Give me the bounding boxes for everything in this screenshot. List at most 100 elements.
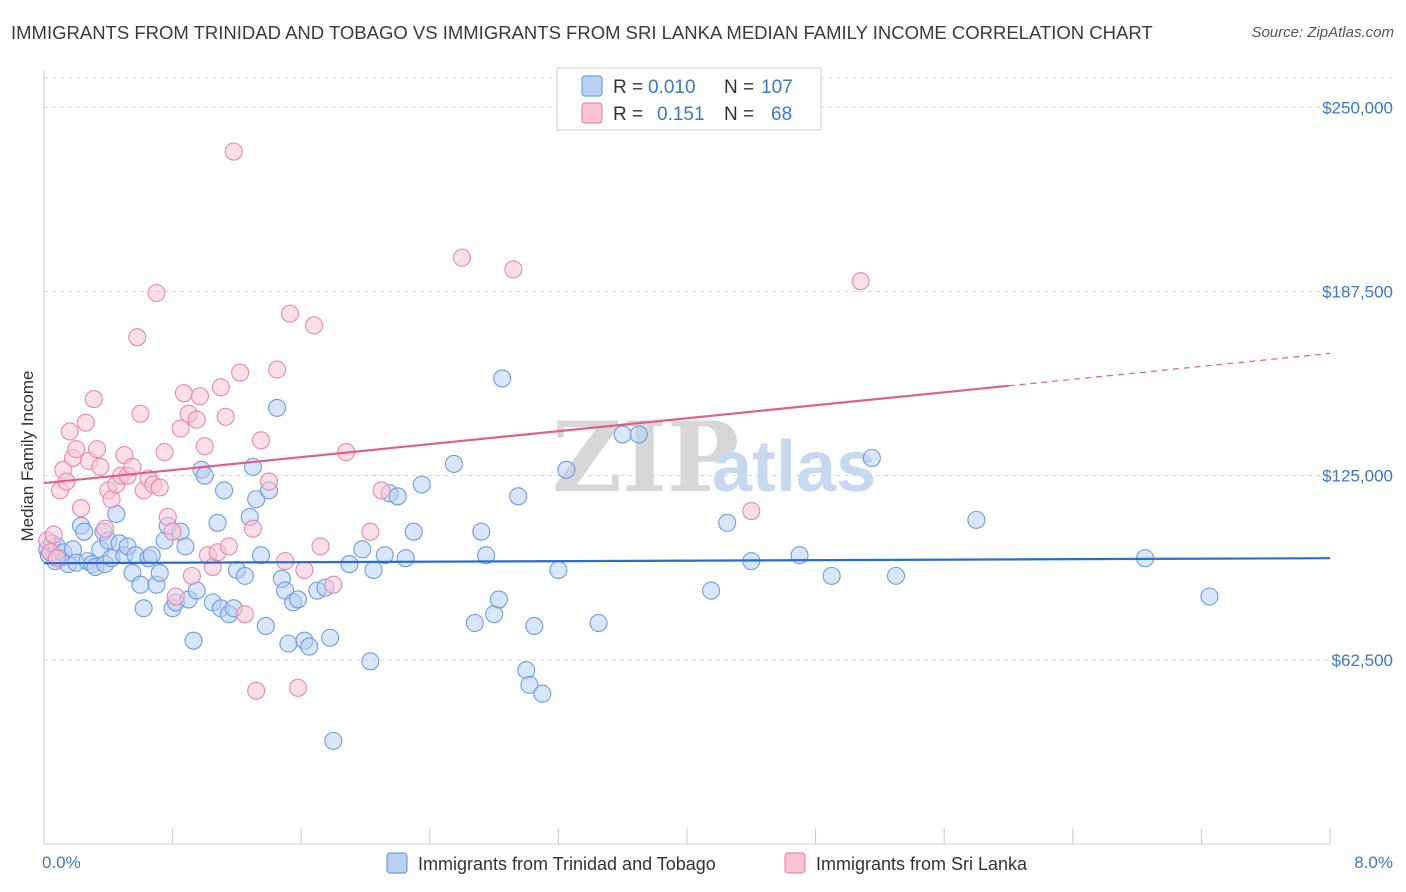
trend-line-trinidad <box>43 557 1331 565</box>
point-s1-14 <box>87 440 107 459</box>
point-s0-75 <box>388 487 407 506</box>
point-s1-23 <box>123 457 142 476</box>
point-s1-65 <box>372 481 391 500</box>
point-s1-69 <box>851 272 870 291</box>
point-s1-48 <box>224 142 243 161</box>
point-s1-47 <box>219 537 238 556</box>
legend-swatch-srilanka <box>784 852 806 874</box>
point-s0-57 <box>268 398 287 417</box>
point-s0-73 <box>375 546 394 565</box>
y-tick-label-2: $187,500 <box>1322 283 1393 302</box>
point-s0-78 <box>412 475 431 494</box>
point-s0-89 <box>533 684 552 703</box>
point-s0-11 <box>75 522 94 541</box>
point-s1-2 <box>44 525 63 544</box>
x-tick-label-1: 8.0% <box>1354 853 1393 872</box>
point-s0-102 <box>967 510 986 529</box>
point-s0-104 <box>1200 587 1219 606</box>
point-s1-15 <box>91 457 110 476</box>
stats-r-label-1: R = <box>613 77 643 98</box>
point-s1-13 <box>84 390 103 409</box>
point-s0-70 <box>353 540 372 559</box>
point-s0-29 <box>142 546 161 565</box>
point-s1-55 <box>268 360 287 379</box>
chart-title: IMMIGRANTS FROM TRINIDAD AND TOBAGO VS I… <box>11 22 1153 43</box>
watermark: ZIP atlas <box>552 401 876 514</box>
point-s1-53 <box>251 431 271 450</box>
point-s1-7 <box>60 422 79 441</box>
point-s0-50 <box>235 566 254 585</box>
point-s0-53 <box>247 490 266 509</box>
point-s0-60 <box>279 634 298 653</box>
point-s0-62 <box>288 590 308 609</box>
y-tick-label-3: $250,000 <box>1322 98 1393 117</box>
point-s0-39 <box>184 631 203 650</box>
point-s0-101 <box>886 566 906 585</box>
point-s1-58 <box>288 678 308 697</box>
point-s0-64 <box>300 637 319 656</box>
point-s1-67 <box>504 260 523 279</box>
point-s0-71 <box>361 652 380 671</box>
point-s1-49 <box>231 363 250 382</box>
point-s0-68 <box>324 731 343 750</box>
series-srilanka-points <box>38 142 870 700</box>
trend-line-srilanka <box>43 384 1009 485</box>
point-s1-54 <box>259 472 279 491</box>
point-s0-69 <box>340 555 359 574</box>
legend-label-srilanka: Immigrants from Sri Lanka <box>816 854 1028 874</box>
point-s1-40 <box>190 387 209 406</box>
point-s1-51 <box>243 519 263 538</box>
point-s1-60 <box>305 316 324 335</box>
y-axis-label: Median Family Income <box>18 370 37 541</box>
source-credit: Source: ZipAtlas.com <box>1251 24 1394 41</box>
stats-box: R = 0.010 N = 107 R = 0.151 N = 68 <box>556 67 822 131</box>
point-s1-38 <box>182 566 201 585</box>
point-s0-82 <box>477 546 496 565</box>
point-s1-36 <box>174 384 193 403</box>
point-s0-87 <box>520 675 539 694</box>
stats-r-value-2: 0.151 <box>657 104 705 125</box>
point-s0-55 <box>256 616 275 636</box>
point-s0-93 <box>613 425 632 444</box>
x-tick-label-0: 0.0% <box>42 853 81 872</box>
point-s1-25 <box>131 404 150 423</box>
point-s0-81 <box>472 522 491 541</box>
trend-line-srilanka-extension <box>1008 352 1331 387</box>
point-s0-85 <box>509 487 528 506</box>
stats-n-value-2: 68 <box>771 104 792 125</box>
point-s1-66 <box>452 248 472 267</box>
point-s1-41 <box>195 437 214 456</box>
point-s1-31 <box>155 443 174 462</box>
point-s0-31 <box>150 563 169 582</box>
point-s1-10 <box>71 499 91 518</box>
point-s1-52 <box>247 681 266 700</box>
point-s1-9 <box>67 440 86 459</box>
point-s0-76 <box>396 549 415 568</box>
point-s1-62 <box>324 575 343 594</box>
point-s0-77 <box>404 522 423 541</box>
stats-swatch-blue <box>581 75 603 97</box>
point-s0-99 <box>822 566 841 585</box>
point-s1-68 <box>742 501 761 521</box>
point-s0-79 <box>444 454 463 473</box>
y-tick-labels: $62,500 $125,000 $187,500 $250,000 <box>1322 98 1393 669</box>
point-s1-16 <box>96 519 115 538</box>
point-s0-44 <box>208 513 227 532</box>
point-s1-34 <box>166 587 185 606</box>
point-s0-90 <box>549 560 568 580</box>
point-s0-27 <box>134 599 153 618</box>
point-s1-33 <box>163 522 182 541</box>
legend-swatch-trinidad <box>386 852 408 874</box>
point-s0-84 <box>489 590 508 609</box>
point-s1-24 <box>128 328 147 347</box>
point-s0-94 <box>629 425 648 444</box>
x-tick-labels: 0.0% 8.0% <box>42 853 1393 872</box>
chart-legend: Immigrants from Trinidad and Tobago Immi… <box>386 852 1028 874</box>
point-s0-91 <box>557 460 576 479</box>
stats-r-value-1: 0.010 <box>648 77 696 98</box>
y-tick-label-0: $62,500 <box>1332 651 1393 670</box>
point-s0-72 <box>364 560 383 580</box>
point-s1-35 <box>171 419 190 438</box>
point-s0-46 <box>214 481 234 500</box>
